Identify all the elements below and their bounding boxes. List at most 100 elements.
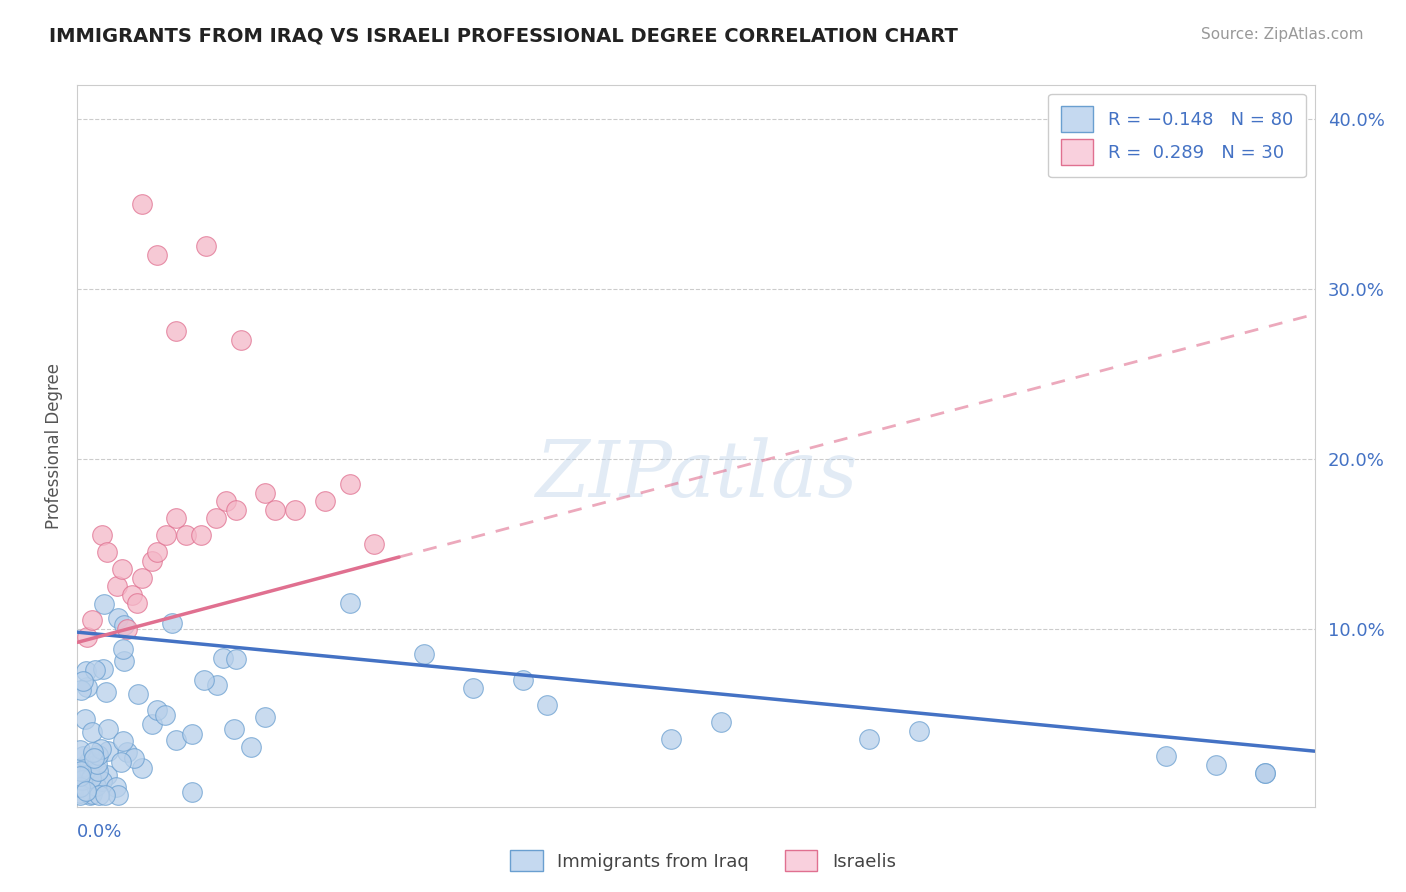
Point: [254, 709, 277, 723]
Point: [858, 732, 880, 747]
Point: [131, 761, 153, 775]
Text: ZIPatlas: ZIPatlas: [534, 437, 858, 513]
Point: [97, 744, 120, 758]
Point: [207, 678, 229, 692]
Text: 0.0%: 0.0%: [77, 823, 122, 841]
Point: [94, 685, 117, 699]
Point: [93, 789, 115, 803]
Point: [104, 780, 127, 795]
Point: [87, 764, 110, 778]
Legend: R = −0.148   N = 80, R =  0.289   N = 30: R = −0.148 N = 80, R = 0.289 N = 30: [1047, 94, 1306, 178]
Point: [205, 511, 228, 525]
Point: [314, 494, 336, 508]
Point: [710, 715, 733, 730]
Point: [84, 776, 107, 790]
Point: [83, 751, 105, 765]
Point: [180, 727, 202, 741]
Point: [117, 745, 139, 759]
Point: [73, 779, 96, 793]
Point: [195, 239, 218, 253]
Point: [114, 655, 136, 669]
Point: [181, 785, 204, 799]
Point: [69, 743, 91, 757]
Point: [264, 502, 287, 516]
Point: [339, 477, 361, 491]
Point: [96, 545, 118, 559]
Point: [79, 764, 101, 778]
Point: [76, 630, 98, 644]
Text: IMMIGRANTS FROM IRAQ VS ISRAELI PROFESSIONAL DEGREE CORRELATION CHART: IMMIGRANTS FROM IRAQ VS ISRAELI PROFESSI…: [49, 27, 957, 45]
Y-axis label: Professional Degree: Professional Degree: [45, 363, 63, 529]
Point: [141, 554, 163, 568]
Legend: Immigrants from Iraq, Israelis: Immigrants from Iraq, Israelis: [503, 843, 903, 879]
Point: [76, 680, 98, 694]
Point: [80, 772, 103, 786]
Point: [107, 611, 129, 625]
Point: [91, 773, 114, 788]
Point: [1254, 766, 1277, 780]
Point: [1254, 766, 1277, 780]
Point: [84, 779, 107, 793]
Point: [82, 613, 104, 627]
Point: [131, 196, 153, 211]
Point: [69, 762, 91, 776]
Point: [121, 588, 143, 602]
Point: [155, 707, 177, 722]
Point: [284, 502, 307, 516]
Point: [127, 687, 149, 701]
Point: [90, 742, 112, 756]
Point: [659, 732, 682, 747]
Point: [165, 324, 187, 338]
Point: [75, 784, 97, 798]
Point: [93, 597, 115, 611]
Point: [91, 662, 114, 676]
Point: [87, 748, 110, 763]
Point: [110, 755, 132, 769]
Point: [75, 712, 97, 726]
Point: [69, 780, 91, 795]
Point: [69, 789, 91, 803]
Point: [363, 537, 385, 551]
Point: [254, 485, 277, 500]
Point: [82, 745, 104, 759]
Point: [97, 723, 120, 737]
Point: [75, 665, 97, 679]
Point: [1154, 749, 1177, 764]
Point: [69, 764, 91, 778]
Text: Source: ZipAtlas.com: Source: ZipAtlas.com: [1201, 27, 1364, 42]
Point: [86, 756, 108, 771]
Point: [112, 642, 135, 657]
Point: [146, 703, 169, 717]
Point: [80, 725, 103, 739]
Point: [115, 622, 138, 636]
Point: [512, 673, 534, 687]
Point: [87, 788, 110, 802]
Point: [225, 652, 247, 666]
Point: [463, 681, 485, 696]
Point: [91, 528, 114, 542]
Point: [111, 562, 134, 576]
Point: [131, 571, 153, 585]
Point: [155, 528, 177, 542]
Point: [111, 734, 134, 748]
Point: [79, 789, 101, 803]
Point: [1205, 757, 1227, 772]
Point: [165, 511, 187, 525]
Point: [70, 773, 93, 788]
Point: [145, 545, 167, 559]
Point: [77, 754, 100, 768]
Point: [215, 494, 238, 508]
Point: [69, 683, 91, 698]
Point: [80, 787, 103, 801]
Point: [105, 579, 128, 593]
Point: [211, 651, 233, 665]
Point: [145, 248, 167, 262]
Point: [69, 786, 91, 800]
Point: [72, 674, 94, 689]
Point: [122, 751, 145, 765]
Point: [229, 333, 252, 347]
Point: [112, 618, 135, 632]
Point: [70, 760, 93, 774]
Point: [72, 748, 94, 763]
Point: [193, 673, 215, 688]
